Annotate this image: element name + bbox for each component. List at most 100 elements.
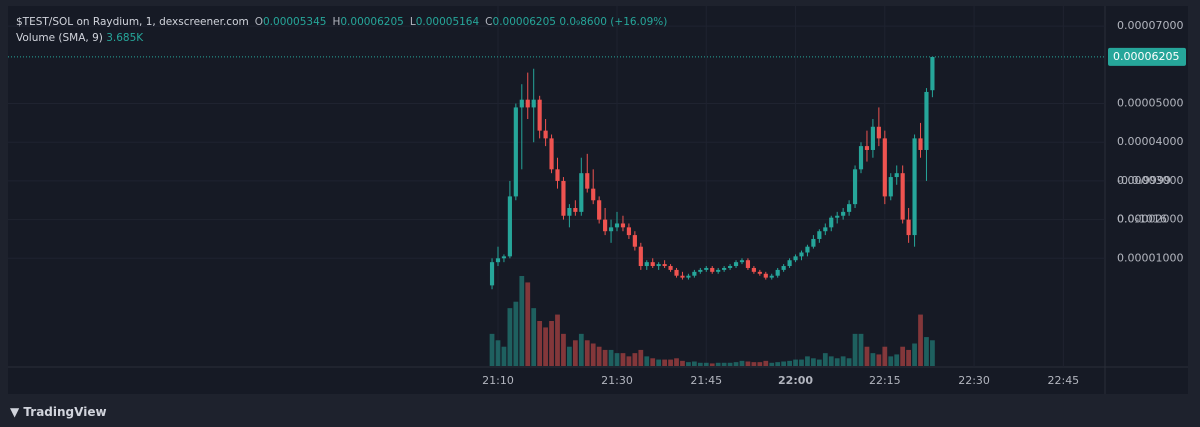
volume-sma: 3.685K (106, 32, 144, 44)
candle-body (775, 269, 780, 276)
volume-bar (555, 314, 560, 366)
candle-body (501, 256, 507, 259)
volume-bar (507, 308, 513, 366)
candle-body (537, 99, 542, 131)
volume-bar (513, 301, 519, 366)
candle-body (650, 262, 655, 267)
candle-body (811, 238, 816, 247)
volume-bar (495, 340, 501, 366)
candle-body (579, 173, 584, 212)
volume-bar (727, 362, 733, 366)
candle-body (751, 267, 756, 272)
volume-bar (787, 360, 792, 366)
volume-bar (543, 327, 548, 366)
volume-bar (924, 337, 929, 366)
volume-bar (584, 340, 590, 366)
volume-bar (816, 359, 822, 366)
volume-bar (590, 343, 596, 366)
ohlc-value: 0.00006205 (340, 16, 404, 28)
x-tick-label: 21:30 (601, 374, 633, 387)
candle-body (918, 138, 923, 150)
volume-bar (846, 358, 852, 366)
volume-bar (567, 346, 572, 366)
candle-body (644, 262, 649, 267)
volume-bar (852, 333, 858, 366)
candle-body (626, 227, 631, 236)
volume-bar (674, 358, 679, 366)
volume-bar (632, 353, 638, 366)
volume-bar (739, 360, 745, 366)
x-tick-label: 22:00 (778, 374, 813, 387)
candle-body (900, 173, 905, 220)
candle-body (882, 138, 887, 197)
y-tick-label: 0.00002000 (1117, 213, 1183, 226)
volume-bar (930, 340, 935, 366)
candle-body (763, 273, 768, 278)
volume-bar (822, 353, 828, 366)
volume-bar (680, 360, 685, 366)
volume-bar (745, 361, 751, 366)
volume-bar (900, 346, 906, 366)
candle-body (704, 267, 709, 270)
volume-title: Volume (SMA, 9) (16, 32, 103, 44)
candle-body (573, 208, 578, 212)
x-tick-label: 22:45 (1047, 374, 1079, 387)
legend-row: $TEST/SOL on Raydium, 1, dexscreener.com… (16, 14, 667, 30)
candle-body (817, 231, 822, 239)
volume-bar (644, 356, 650, 366)
candle-body (888, 177, 893, 197)
volume-bar (733, 362, 739, 366)
brand: ▼ TradingView (10, 405, 107, 419)
volume-bar (870, 353, 876, 366)
volume-bar (608, 349, 614, 366)
volume-bar (668, 359, 673, 366)
candle-body (710, 267, 715, 272)
volume-bar (519, 276, 525, 366)
last-price-box (1108, 47, 1186, 66)
candle-body (757, 271, 762, 274)
volume-bar (691, 361, 697, 366)
volume-bar (834, 358, 840, 366)
candle-body (638, 246, 643, 267)
volume-bar (656, 359, 662, 366)
legend-row: Volume (SMA, 9) 3.685K (16, 30, 667, 46)
candle-body (781, 266, 786, 270)
volume-bar (697, 362, 703, 366)
volume-bar (769, 362, 775, 366)
y-tick-label: 0.00003000 (1117, 174, 1183, 187)
volume-bar (650, 358, 656, 366)
ohlc-value: 0.00006205 (492, 16, 556, 28)
legend: $TEST/SOL on Raydium, 1, dexscreener.com… (16, 14, 667, 46)
candle-body (739, 260, 745, 263)
volume-bar (709, 363, 715, 366)
change: 0.0₉8600 (+16.09%) (559, 16, 668, 28)
volume-bar (858, 333, 864, 366)
volume-bar (775, 362, 781, 366)
volume-bar (531, 308, 537, 366)
x-tick-label: 21:10 (482, 374, 514, 387)
candle-body (632, 235, 637, 247)
candle-body (495, 258, 501, 263)
volume-bar (596, 346, 602, 366)
candle-body (722, 267, 727, 270)
volume-bar (888, 356, 894, 366)
candle-body (668, 266, 673, 270)
x-tick-label: 21:45 (690, 374, 722, 387)
candle-body (549, 138, 554, 170)
candle-body (525, 99, 530, 108)
volume-bar (918, 314, 923, 366)
volume-bar (501, 346, 507, 366)
volume-bar (614, 353, 620, 366)
volume-bar (537, 321, 543, 366)
candle-body (519, 99, 524, 108)
candle-body (876, 126, 881, 139)
ohlc-key: H (332, 16, 341, 28)
volume-bar (828, 356, 834, 366)
volume-bar (721, 362, 727, 366)
volume-bar (799, 359, 804, 366)
candle-body (733, 262, 739, 267)
candle-body (829, 217, 834, 228)
volume-bar (703, 362, 709, 366)
candle-body (620, 223, 626, 228)
